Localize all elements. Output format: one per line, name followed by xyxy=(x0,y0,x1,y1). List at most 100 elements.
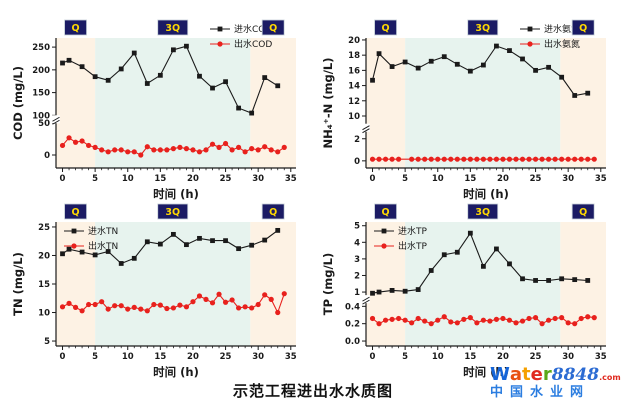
data-point-circle xyxy=(428,321,434,327)
data-point-circle xyxy=(415,156,421,162)
data-point-circle xyxy=(105,306,111,312)
data-point-circle xyxy=(422,156,428,162)
data-point-circle xyxy=(532,315,539,321)
x-tick-label: 5 xyxy=(402,352,408,362)
phase-label-box xyxy=(374,203,397,220)
data-point-circle xyxy=(389,156,395,162)
data-point-circle xyxy=(190,147,196,153)
data-point-square xyxy=(376,51,382,57)
data-point-square xyxy=(131,50,137,56)
phase-label-box xyxy=(571,203,595,220)
data-point-circle xyxy=(281,144,287,150)
x-tick-label: 25 xyxy=(220,352,232,362)
data-point-square xyxy=(170,231,176,237)
data-point-circle xyxy=(480,317,486,323)
y-tick-label: 20 xyxy=(348,36,360,46)
watermark-logo[interactable]: Water8848.com 中国水业网 xyxy=(490,364,624,400)
x-tick-label: 5 xyxy=(402,174,408,184)
data-point-circle xyxy=(216,291,222,297)
data-point-circle xyxy=(513,320,519,326)
x-tick-label: 15 xyxy=(154,174,166,184)
x-tick-label: 35 xyxy=(595,352,607,362)
x-tick-label: 35 xyxy=(595,174,607,184)
data-point-circle xyxy=(519,156,526,162)
x-tick-label: 35 xyxy=(285,174,297,184)
data-point-circle xyxy=(222,140,229,147)
phase-label-text: Q xyxy=(579,207,587,218)
data-point-circle xyxy=(539,156,545,162)
legend-marker-circle xyxy=(217,41,223,47)
data-point-circle xyxy=(275,309,281,316)
data-point-circle xyxy=(183,146,190,152)
legend-marker-square xyxy=(71,228,77,234)
data-point-circle xyxy=(105,149,111,155)
data-point-circle xyxy=(526,315,532,322)
data-point-circle xyxy=(552,315,558,322)
data-point-circle xyxy=(591,156,597,162)
data-point-circle xyxy=(268,147,274,153)
data-point-circle xyxy=(500,315,506,322)
y-tick-label: 0 xyxy=(44,151,50,161)
y-tick-label: 2 xyxy=(354,271,360,281)
data-point-circle xyxy=(138,152,144,158)
data-point-circle xyxy=(99,147,105,153)
watermark-water-letters: Water xyxy=(490,364,552,385)
data-point-square xyxy=(210,85,215,91)
data-point-square xyxy=(197,73,202,79)
data-point-circle xyxy=(183,304,190,310)
data-point-circle xyxy=(144,144,150,150)
x-axis-title: 时间 (h) xyxy=(153,187,199,201)
data-point-circle xyxy=(467,156,473,162)
data-point-circle xyxy=(382,317,389,323)
data-point-circle xyxy=(546,156,552,162)
data-point-square xyxy=(441,252,447,258)
data-point-circle xyxy=(236,144,242,150)
data-point-circle xyxy=(66,135,72,141)
data-point-circle xyxy=(422,318,428,324)
data-point-square xyxy=(415,65,421,71)
data-point-square xyxy=(480,62,486,68)
data-point-circle xyxy=(487,318,493,324)
phase-label-box xyxy=(374,19,397,36)
data-point-circle xyxy=(585,314,591,320)
data-point-circle xyxy=(506,156,513,162)
data-point-square xyxy=(454,61,460,67)
data-point-square xyxy=(262,75,268,80)
legend-marker-square xyxy=(381,228,387,234)
x-tick-label: 15 xyxy=(154,352,166,362)
data-point-circle xyxy=(72,304,79,310)
data-point-square xyxy=(236,246,242,252)
x-tick-label: 0 xyxy=(60,174,66,184)
data-point-circle xyxy=(151,301,157,308)
phase-band xyxy=(56,222,96,346)
data-point-circle xyxy=(389,316,395,322)
data-point-square xyxy=(60,251,65,257)
data-point-square xyxy=(197,235,202,241)
data-point-circle xyxy=(506,317,513,323)
x-tick-label: 10 xyxy=(122,352,134,362)
x-tick-label: 0 xyxy=(370,174,376,184)
x-tick-label: 20 xyxy=(497,174,509,184)
data-point-square xyxy=(520,56,525,62)
data-point-square xyxy=(92,74,98,80)
data-point-square xyxy=(585,278,591,283)
data-point-square xyxy=(494,246,499,252)
data-point-square xyxy=(157,72,163,78)
legend-item-label: 进水TP xyxy=(398,225,427,237)
phase-label-box xyxy=(467,19,499,36)
phase-label-text: Q xyxy=(269,23,277,34)
x-tick-label: 10 xyxy=(122,174,134,184)
data-point-circle xyxy=(249,305,255,311)
y-tick-label: 10 xyxy=(348,112,360,122)
axis-break-slash xyxy=(52,119,60,125)
data-point-circle xyxy=(177,144,183,150)
data-point-square xyxy=(184,242,189,248)
phase-band xyxy=(405,222,561,346)
watermark-letter: t xyxy=(522,364,531,385)
data-point-circle xyxy=(112,303,118,309)
axis-break-slash xyxy=(362,296,370,302)
data-point-circle xyxy=(513,156,519,162)
data-point-square xyxy=(572,277,578,283)
figure-caption: 示范工程进出水水质图 xyxy=(232,382,393,400)
y-axis-title: COD (mg/L) xyxy=(11,66,25,140)
